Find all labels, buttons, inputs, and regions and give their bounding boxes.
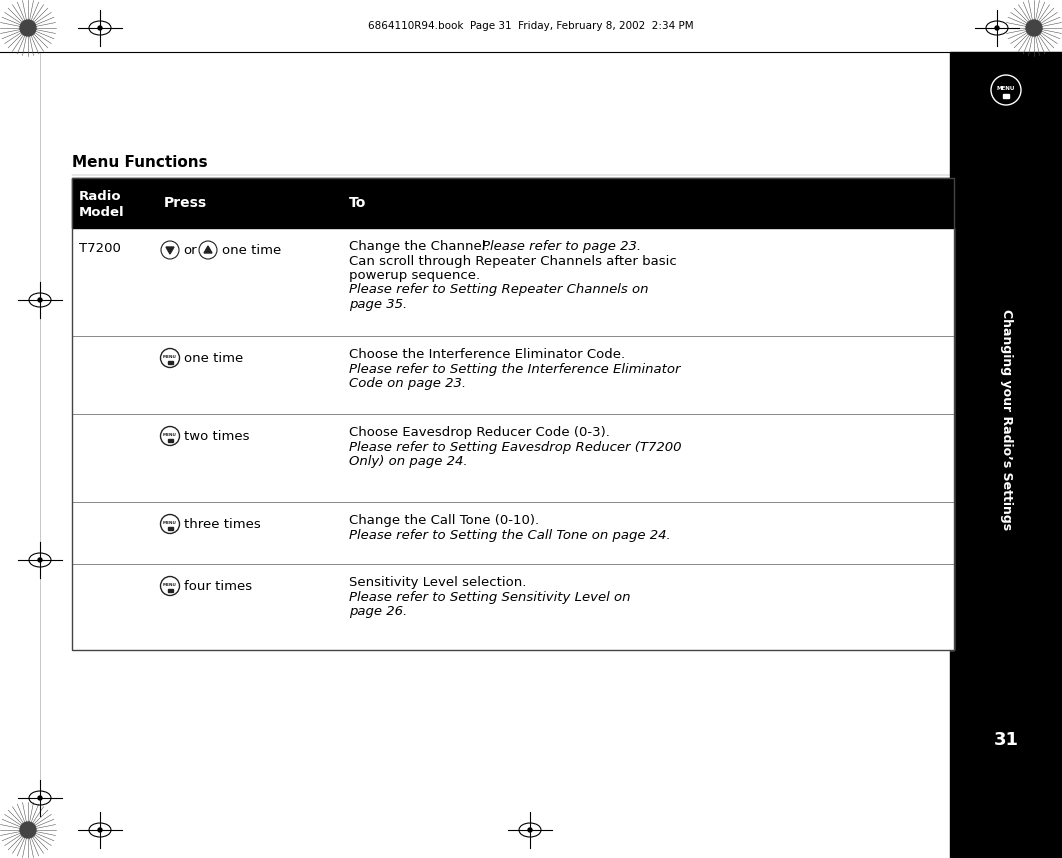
Bar: [168, 438, 172, 442]
Text: Radio
Model: Radio Model: [79, 190, 124, 219]
Circle shape: [1026, 20, 1042, 36]
Text: To: To: [349, 196, 366, 210]
Text: two times: two times: [184, 431, 250, 444]
Bar: [72, 228, 954, 336]
Circle shape: [38, 796, 42, 800]
Text: Please refer to page 23.: Please refer to page 23.: [482, 240, 641, 253]
Text: Choose the Interference Eliminator Code.: Choose the Interference Eliminator Code.: [349, 348, 626, 361]
Bar: [72, 564, 954, 650]
Text: four times: four times: [184, 581, 252, 594]
Text: Change the Channel.: Change the Channel.: [349, 240, 494, 253]
Circle shape: [995, 828, 999, 832]
Bar: [168, 527, 172, 530]
Text: Please refer to Setting Repeater Channels on: Please refer to Setting Repeater Channel…: [349, 283, 649, 297]
Text: Change the Call Tone (0-10).: Change the Call Tone (0-10).: [349, 514, 539, 527]
Bar: [72, 336, 954, 414]
Bar: [72, 178, 954, 228]
Circle shape: [38, 558, 42, 562]
Circle shape: [1032, 558, 1037, 562]
Bar: [0, 0, 1062, 52]
Bar: [72, 414, 954, 502]
Circle shape: [98, 828, 102, 832]
Circle shape: [1032, 298, 1037, 302]
Text: Can scroll through Repeater Channels after basic: Can scroll through Repeater Channels aft…: [349, 255, 676, 268]
Text: Please refer to Setting the Call Tone on page 24.: Please refer to Setting the Call Tone on…: [349, 529, 671, 541]
Text: MENU: MENU: [997, 86, 1015, 90]
Circle shape: [528, 828, 532, 832]
Text: Choose Eavesdrop Reducer Code (0-3).: Choose Eavesdrop Reducer Code (0-3).: [349, 426, 610, 439]
Text: Code on page 23.: Code on page 23.: [349, 377, 466, 390]
Circle shape: [38, 298, 42, 302]
Circle shape: [995, 26, 999, 30]
Bar: [950, 52, 1062, 858]
Text: page 35.: page 35.: [349, 298, 407, 311]
Text: one time: one time: [184, 353, 243, 366]
Text: Changing your Radio’s Settings: Changing your Radio’s Settings: [999, 310, 1012, 530]
Text: MENU: MENU: [164, 583, 177, 587]
Text: Press: Press: [164, 196, 207, 210]
Text: 31: 31: [993, 731, 1018, 749]
Text: Please refer to Setting the Interference Eliminator: Please refer to Setting the Interference…: [349, 362, 681, 376]
Text: MENU: MENU: [164, 433, 177, 437]
Text: Only) on page 24.: Only) on page 24.: [349, 455, 467, 468]
Text: Menu Functions: Menu Functions: [72, 155, 208, 170]
Text: Please refer to Setting Sensitivity Level on: Please refer to Setting Sensitivity Leve…: [349, 590, 631, 603]
Text: MENU: MENU: [164, 355, 177, 359]
Bar: [168, 589, 172, 592]
Text: T7200: T7200: [79, 242, 121, 255]
Bar: [168, 360, 172, 364]
Circle shape: [20, 822, 36, 838]
Bar: [72, 502, 954, 564]
Bar: [72, 178, 954, 650]
Text: Sensitivity Level selection.: Sensitivity Level selection.: [349, 576, 527, 589]
Polygon shape: [204, 246, 212, 253]
Text: one time: one time: [222, 245, 281, 257]
Text: powerup sequence.: powerup sequence.: [349, 269, 480, 282]
Circle shape: [20, 20, 36, 36]
Text: or: or: [183, 245, 196, 257]
Text: three times: three times: [184, 518, 261, 531]
Polygon shape: [166, 247, 174, 254]
Circle shape: [98, 26, 102, 30]
Text: Please refer to Setting Eavesdrop Reducer (T7200: Please refer to Setting Eavesdrop Reduce…: [349, 440, 682, 454]
Text: page 26.: page 26.: [349, 605, 407, 618]
Text: MENU: MENU: [164, 521, 177, 525]
Bar: [1003, 94, 1009, 98]
Text: 6864110R94.book  Page 31  Friday, February 8, 2002  2:34 PM: 6864110R94.book Page 31 Friday, February…: [369, 21, 693, 31]
